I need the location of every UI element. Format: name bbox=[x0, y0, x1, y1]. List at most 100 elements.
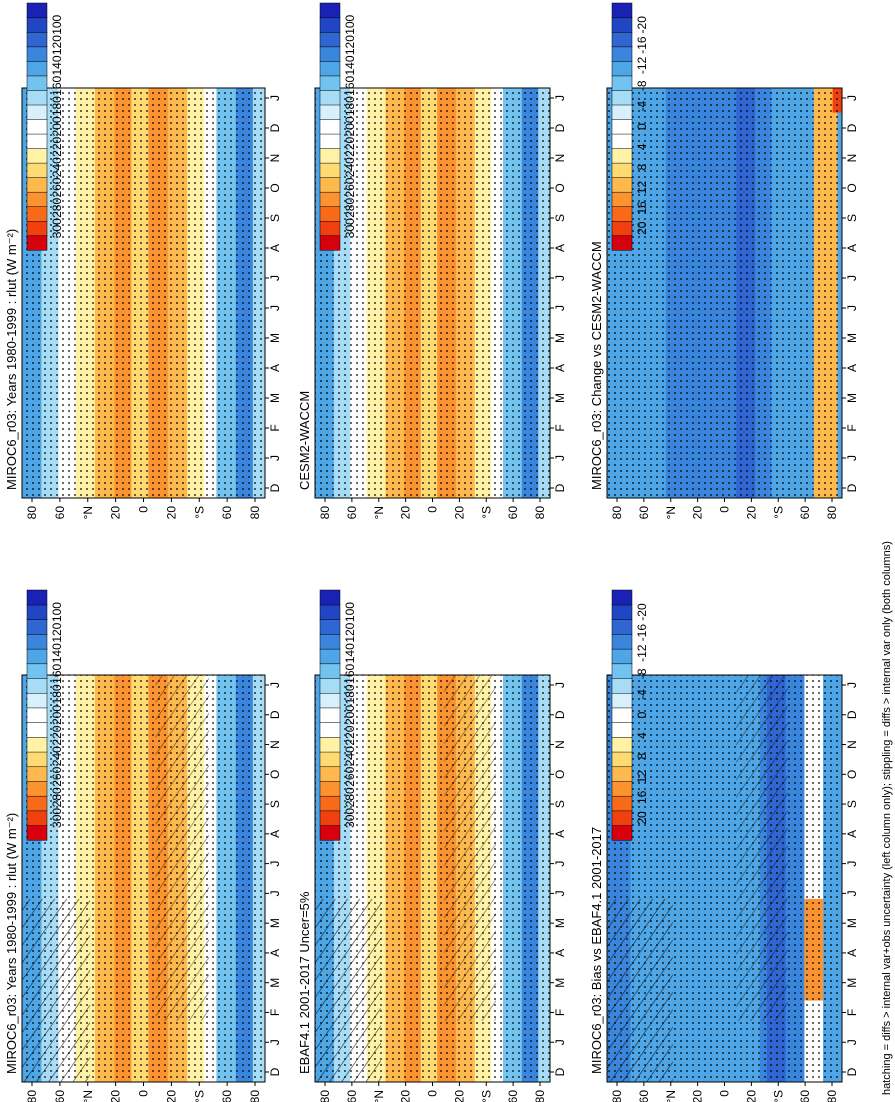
x-tick-label: A bbox=[553, 244, 567, 252]
x-tick-label: A bbox=[268, 364, 282, 372]
colorbar-label: 300 bbox=[50, 808, 64, 828]
colorbar-label: 140 bbox=[50, 643, 64, 663]
y-tick-label: °S bbox=[771, 1090, 785, 1102]
colorbar-swatch bbox=[26, 619, 48, 635]
colorbar-label: 100 bbox=[50, 602, 64, 622]
x-tick-label: J bbox=[553, 861, 567, 867]
colorbar-label: 100 bbox=[50, 14, 64, 34]
colorbar-5: 20 16 12 8 4 0 -4 -8 -12 -16 -20 bbox=[611, 2, 649, 251]
colorbar-label: 280 bbox=[50, 198, 64, 218]
colorbar-label: 16 bbox=[635, 790, 649, 804]
x-tick-label: D bbox=[268, 710, 282, 719]
colorbar-label: 180 bbox=[343, 684, 357, 704]
y-tick-label: 80 bbox=[610, 1090, 624, 1102]
x-tick-label: S bbox=[553, 800, 567, 808]
y-tick-label: °N bbox=[81, 1090, 95, 1102]
colorbar-label: 100 bbox=[343, 602, 357, 622]
x-tick-label: F bbox=[845, 424, 859, 431]
colorbar-swatch bbox=[26, 46, 48, 62]
colorbar-swatch bbox=[611, 780, 633, 797]
colorbar-label: 160 bbox=[50, 75, 64, 95]
stippling-overlay bbox=[315, 88, 550, 498]
x-tick-label: A bbox=[845, 364, 859, 372]
y-tick-label: 20 bbox=[164, 506, 178, 520]
panel-title: CESM2-WACCM bbox=[297, 391, 312, 490]
colorbar-label: 200 bbox=[343, 705, 357, 725]
x-tick-label: J bbox=[845, 682, 859, 688]
colorbar-label: 20 bbox=[635, 811, 649, 825]
hatching-overlay bbox=[736, 675, 788, 1021]
panel-0: MIROC6_r03: Years 1980-1999 : rlut (W m⁻… bbox=[4, 674, 282, 1102]
colorbar-swatch bbox=[611, 46, 633, 62]
colorbar-swatch bbox=[611, 162, 633, 178]
colorbar-swatch bbox=[319, 692, 341, 709]
y-tick-label: 80 bbox=[25, 506, 39, 520]
y-tick-label: 80 bbox=[25, 1090, 39, 1102]
x-tick-label: M bbox=[268, 918, 282, 928]
y-tick-label: 20 bbox=[744, 506, 758, 520]
y-tick-label: °N bbox=[664, 506, 678, 519]
y-tick-label: °S bbox=[479, 1090, 493, 1102]
colorbar-label: 8 bbox=[635, 164, 649, 171]
colorbar-swatch bbox=[319, 206, 341, 222]
x-tick-label: N bbox=[845, 740, 859, 749]
colorbar-label: -20 bbox=[635, 16, 649, 34]
x-tick-label: D bbox=[845, 710, 859, 719]
colorbar-swatch bbox=[26, 220, 48, 237]
colorbar-swatch bbox=[319, 31, 341, 48]
colorbar-label: 240 bbox=[50, 157, 64, 177]
y-tick-label: 20 bbox=[399, 1090, 413, 1102]
y-tick-label: 20 bbox=[109, 506, 123, 520]
colorbar-swatch bbox=[611, 692, 633, 709]
colorbar-swatch bbox=[611, 633, 633, 650]
colorbar-swatch bbox=[611, 2, 633, 19]
colorbar-swatch bbox=[611, 648, 633, 665]
colorbar-swatch bbox=[319, 648, 341, 665]
colorbar-swatch bbox=[611, 75, 633, 91]
x-tick-label: M bbox=[268, 333, 282, 343]
x-tick-label: A bbox=[553, 364, 567, 372]
y-tick-label: °S bbox=[192, 506, 206, 519]
colorbar-swatch bbox=[26, 825, 48, 841]
x-tick-label: J bbox=[845, 305, 859, 311]
colorbar-swatch bbox=[611, 206, 633, 222]
colorbar-label: 240 bbox=[343, 746, 357, 766]
colorbar-swatch bbox=[319, 795, 341, 812]
x-tick-label: J bbox=[845, 1039, 859, 1045]
colorbar-label: 200 bbox=[343, 116, 357, 136]
panel-title: MIROC6_r03: Bias vs EBAF4.1 2001-2017 bbox=[589, 827, 604, 1074]
colorbar-swatch bbox=[319, 810, 341, 826]
x-tick-label: D bbox=[845, 1067, 859, 1076]
colorbar-label: 160 bbox=[50, 663, 64, 683]
x-tick-label: D bbox=[845, 123, 859, 132]
colorbar-label: 260 bbox=[50, 177, 64, 197]
x-tick-label: J bbox=[268, 890, 282, 896]
x-tick-label: M bbox=[845, 393, 859, 403]
x-tick-label: J bbox=[553, 95, 567, 101]
y-tick-label: 60 bbox=[506, 506, 520, 520]
x-tick-label: S bbox=[268, 214, 282, 222]
colorbar-swatch bbox=[26, 133, 48, 149]
x-tick-label: N bbox=[845, 154, 859, 163]
colorbar-swatch bbox=[319, 75, 341, 91]
colorbar-swatch bbox=[611, 235, 633, 251]
x-tick-label: J bbox=[553, 275, 567, 281]
x-tick-label: N bbox=[268, 154, 282, 163]
x-tick-label: F bbox=[268, 424, 282, 431]
x-tick-label: J bbox=[553, 455, 567, 461]
x-tick-label: N bbox=[553, 154, 567, 163]
colorbar-swatch bbox=[26, 780, 48, 797]
x-tick-label: A bbox=[845, 949, 859, 957]
x-tick-label: D bbox=[845, 483, 859, 492]
colorbar-label: 260 bbox=[343, 177, 357, 197]
y-tick-label: 0 bbox=[718, 506, 732, 513]
x-tick-label: O bbox=[845, 183, 859, 192]
colorbar-swatch bbox=[319, 825, 341, 841]
colorbar-label: 120 bbox=[50, 622, 64, 642]
x-tick-label: D bbox=[553, 1067, 567, 1076]
colorbar-label: 180 bbox=[343, 96, 357, 116]
colorbar-label: 20 bbox=[635, 221, 649, 235]
colorbar-swatch bbox=[26, 677, 48, 694]
